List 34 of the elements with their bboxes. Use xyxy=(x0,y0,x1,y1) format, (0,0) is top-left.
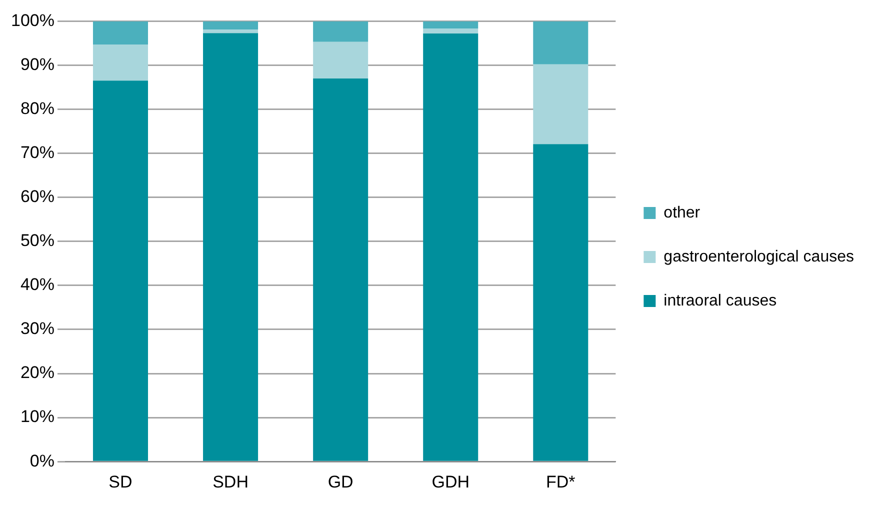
bar xyxy=(533,21,588,64)
legend-label: gastroenterological causes xyxy=(664,248,854,266)
y-tick-label: 20% xyxy=(20,363,54,382)
x-tick-label: GD xyxy=(328,472,354,492)
y-tick-label: 70% xyxy=(20,143,54,162)
legend-label: other xyxy=(664,204,701,222)
bar xyxy=(92,21,148,45)
bar xyxy=(203,30,258,34)
x-tick-label: SD xyxy=(108,472,132,492)
bar xyxy=(92,80,148,461)
legend-label: intraoral causes xyxy=(664,292,777,310)
y-tick-label: 60% xyxy=(20,187,54,206)
bar xyxy=(313,21,368,42)
y-tick-label: 30% xyxy=(20,319,54,338)
bar xyxy=(533,144,588,461)
x-tick-label: GDH xyxy=(432,472,470,492)
bar xyxy=(203,21,258,30)
bar xyxy=(533,64,588,144)
bar xyxy=(203,33,258,461)
x-tick-label: FD* xyxy=(546,472,576,492)
bar xyxy=(423,34,478,461)
y-tick-label: 40% xyxy=(20,275,54,294)
bar xyxy=(423,21,478,29)
y-tick-label: 90% xyxy=(20,54,54,74)
y-tick-label: 10% xyxy=(20,407,54,426)
y-tick-label: 0% xyxy=(30,451,54,470)
bar xyxy=(423,28,478,34)
bar xyxy=(313,78,368,461)
y-tick-label: 100% xyxy=(10,10,54,30)
bar xyxy=(313,42,368,78)
y-tick-label: 50% xyxy=(20,231,54,250)
x-tick-label: SDH xyxy=(212,472,248,492)
y-tick-label: 80% xyxy=(20,98,54,118)
bar xyxy=(92,44,148,81)
